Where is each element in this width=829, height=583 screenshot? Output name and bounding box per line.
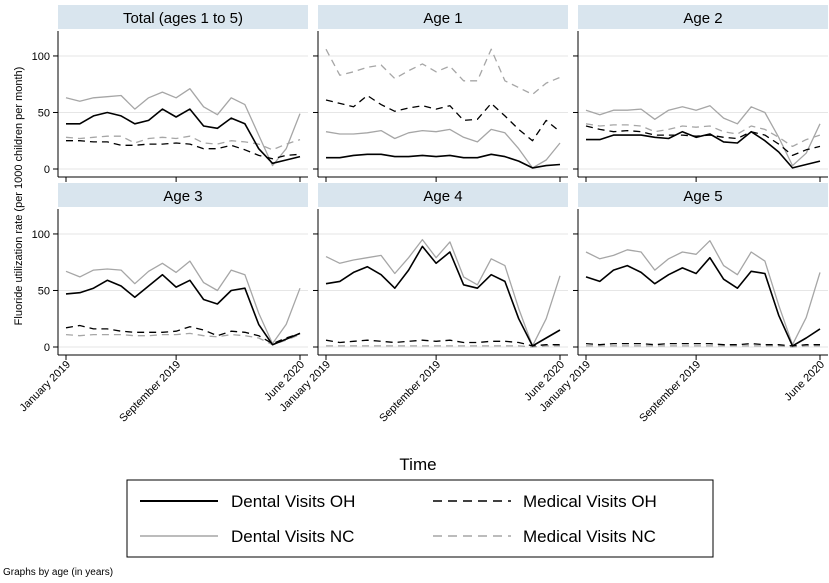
panel-title: Age 1: [423, 10, 462, 27]
panel-title: Age 4: [423, 188, 462, 205]
series-line-dental-nc: [325, 238, 561, 347]
panel-title: Total (ages 1 to 5): [123, 10, 243, 27]
panel-title-strip: [58, 5, 308, 29]
series-line-medical-oh: [585, 125, 821, 157]
legend-label-dental-oh: Dental Visits OH: [231, 492, 355, 511]
panel-title-strip: [58, 183, 308, 207]
x-tick-label: June 2020: [782, 359, 827, 404]
series-line-dental-oh: [325, 245, 561, 347]
series-line-dental-nc: [65, 88, 301, 167]
legend-label-medical-nc: Medical Visits NC: [523, 527, 656, 546]
panel-title-strip: [578, 5, 828, 29]
x-tick-label: January 2019: [17, 359, 73, 415]
y-tick-label: 0: [44, 342, 50, 354]
series-line-medical-oh: [325, 339, 560, 347]
series-line-medical-oh: [325, 94, 561, 142]
series-line-medical-nc: [65, 332, 301, 346]
series-line-dental-nc: [325, 128, 561, 169]
y-tick-label: 100: [32, 51, 50, 63]
series-line-dental-nc: [585, 105, 821, 167]
series-line-dental-oh: [66, 108, 301, 165]
legend-label-medical-oh: Medical Visits OH: [523, 492, 657, 511]
panel-title: Age 3: [163, 188, 202, 205]
panel-title-strip: [578, 183, 828, 207]
x-tick-label: September 2019: [377, 359, 443, 425]
series-line-medical-nc: [326, 345, 560, 348]
series-line-dental-nc: [585, 240, 821, 346]
series-line-dental-oh: [585, 256, 821, 347]
panel-title: Age 2: [683, 10, 722, 27]
x-tick-label: September 2019: [117, 359, 183, 425]
y-tick-label: 100: [32, 229, 50, 241]
panel-age-1: Age 1: [313, 5, 568, 182]
series-line-medical-nc: [585, 123, 821, 148]
legend: Dental Visits OH Medical Visits OH Denta…: [126, 479, 714, 558]
y-tick-label: 50: [38, 107, 50, 119]
x-axis-title: Time: [399, 455, 436, 474]
series-line-dental-nc: [65, 260, 301, 345]
series-line-medical-nc: [65, 135, 301, 151]
panel-title-strip: [318, 183, 568, 207]
footnote: Graphs by age (in years): [3, 567, 113, 578]
panel-title-strip: [318, 5, 568, 29]
legend-box: [126, 479, 714, 558]
legend-label-dental-nc: Dental Visits NC: [231, 527, 354, 546]
y-axis-title: Fluoride utilization rate (per 1000 chil…: [13, 67, 25, 326]
panel-title: Age 5: [683, 188, 722, 205]
series-line-dental-oh: [65, 273, 301, 346]
x-tick-label: September 2019: [637, 359, 703, 425]
series-line-medical-oh: [65, 324, 301, 345]
series-line-medical-nc: [325, 48, 561, 96]
series-line-dental-oh: [586, 130, 821, 169]
series-line-medical-nc: [586, 345, 820, 348]
y-tick-label: 50: [38, 285, 50, 297]
y-tick-label: 0: [44, 164, 50, 176]
panel-age-2: Age 2: [573, 5, 828, 182]
series-line-medical-oh: [66, 140, 301, 160]
series-line-medical-oh: [585, 342, 820, 347]
series-line-dental-oh: [326, 153, 561, 169]
panel-total-ages-1-to-5: Total (ages 1 to 5) 0 50 100: [32, 5, 308, 182]
panels-group: Total (ages 1 to 5) 0 50 100 Age 1 Age 2 Age 3…: [17, 5, 828, 425]
